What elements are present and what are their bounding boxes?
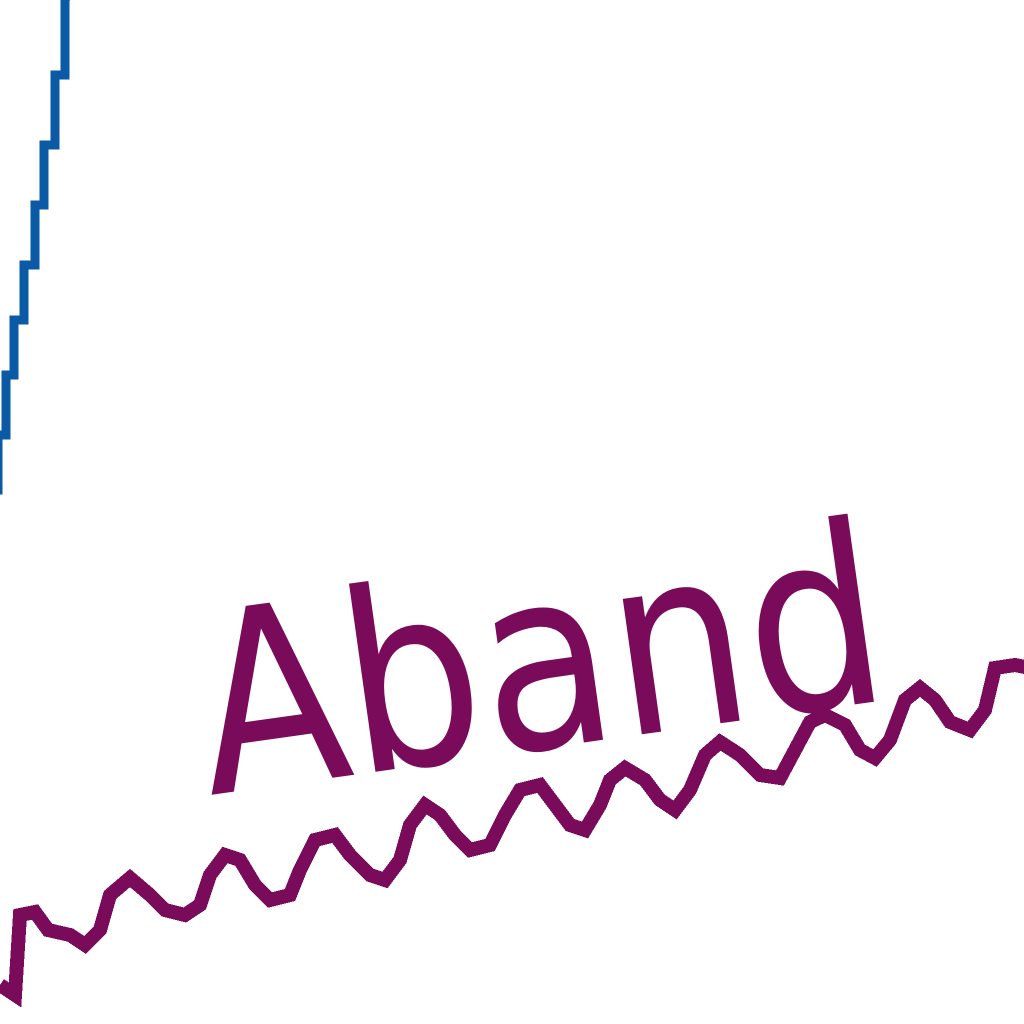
blue-stepped-line bbox=[0, 0, 71, 495]
squiggle-underline bbox=[0, 657, 1024, 1008]
